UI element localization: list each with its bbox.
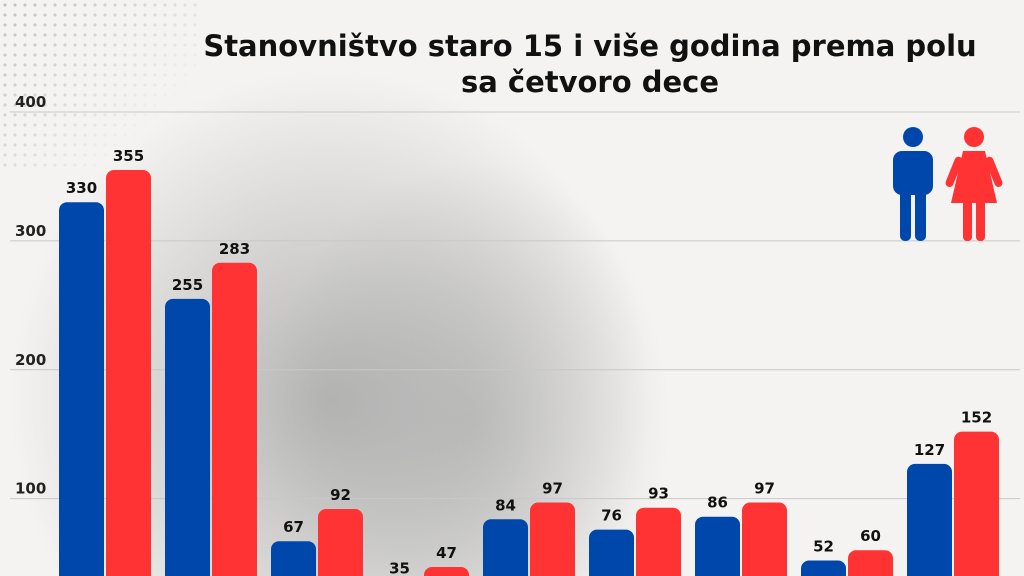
y-tick-label-1: 200 bbox=[15, 351, 46, 369]
female-value-label-3: 92 bbox=[330, 486, 351, 504]
chart-title: Stanovništvo staro 15 i više godina prem… bbox=[150, 28, 1024, 100]
y-tick-label-3: 400 bbox=[15, 93, 46, 111]
y-tick-label-2: 300 bbox=[15, 222, 46, 240]
female-value-label-6: 93 bbox=[648, 485, 669, 503]
male-bar-1 bbox=[59, 202, 104, 576]
female-figure-icon bbox=[945, 127, 1003, 241]
male-bar-7 bbox=[695, 516, 740, 576]
male-bar-3 bbox=[271, 541, 316, 576]
male-bar-5 bbox=[483, 519, 528, 576]
y-axis: 100 200 300 400 bbox=[15, 93, 46, 498]
male-value-label-7: 86 bbox=[707, 494, 728, 512]
female-bar-5 bbox=[530, 502, 575, 576]
male-value-label-5: 84 bbox=[495, 496, 516, 514]
female-value-label-1: 355 bbox=[113, 147, 144, 165]
female-bar-6 bbox=[636, 507, 681, 576]
male-bar-2 bbox=[165, 298, 210, 576]
gender-legend bbox=[893, 127, 1003, 241]
male-value-label-1: 330 bbox=[66, 179, 97, 197]
dot-pattern-decoration bbox=[0, 0, 200, 170]
male-value-label-2: 255 bbox=[172, 276, 203, 294]
male-value-label-3: 67 bbox=[283, 518, 304, 536]
male-figure-icon bbox=[893, 127, 933, 241]
bars bbox=[59, 170, 999, 576]
male-value-label-6: 76 bbox=[601, 507, 622, 525]
data-labels: 330 355 255 283 67 92 35 47 84 97 76 93 86 97 52 60 127 1… bbox=[66, 147, 992, 576]
female-bar-4 bbox=[424, 566, 469, 576]
chart-title-line-2: sa četvoro dece bbox=[460, 65, 720, 99]
female-bar-1 bbox=[106, 170, 151, 576]
male-bar-6 bbox=[589, 529, 634, 576]
female-value-label-7: 97 bbox=[754, 480, 775, 498]
female-value-label-2: 283 bbox=[219, 240, 250, 258]
male-value-label-8: 52 bbox=[813, 538, 834, 556]
female-bar-2 bbox=[212, 262, 257, 576]
female-value-label-4: 47 bbox=[436, 544, 457, 562]
female-bar-8 bbox=[848, 550, 893, 576]
grid-lines bbox=[10, 111, 1020, 500]
male-bar-9 bbox=[907, 463, 952, 576]
female-bar-9 bbox=[954, 431, 999, 576]
y-tick-label-0: 100 bbox=[15, 480, 46, 498]
female-bar-7 bbox=[742, 502, 787, 576]
male-value-label-4: 35 bbox=[389, 559, 410, 576]
male-bar-8 bbox=[801, 560, 846, 576]
female-bar-3 bbox=[318, 508, 363, 576]
female-value-label-9: 152 bbox=[961, 409, 992, 427]
male-value-label-9: 127 bbox=[914, 441, 945, 459]
female-value-label-5: 97 bbox=[542, 480, 563, 498]
female-value-label-8: 60 bbox=[860, 527, 881, 545]
chart-title-line-1: Stanovništvo staro 15 i više godina prem… bbox=[203, 29, 977, 63]
